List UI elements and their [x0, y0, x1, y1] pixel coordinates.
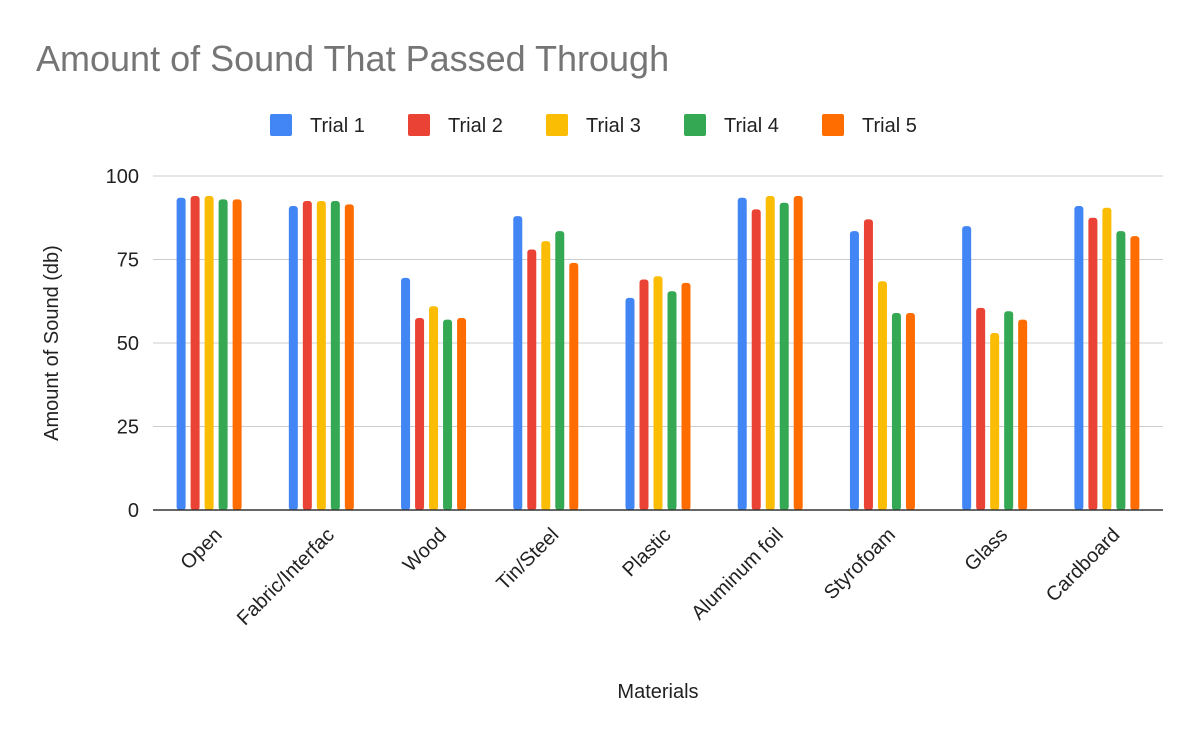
legend: Trial 1 Trial 2 Trial 3 Trial 4 Trial 5 [270, 114, 917, 137]
x-tick-label: Glass [960, 524, 1012, 576]
y-tick-label: 75 [117, 250, 139, 272]
bar-fabric-interfac-trial-1 [288, 206, 298, 510]
x-tick-label: Open [176, 524, 226, 574]
bar-fabric-interfac-trial-2 [302, 201, 312, 511]
bar-cardboard-trial-5 [1130, 236, 1140, 510]
x-tick-label: Plastic [618, 524, 675, 581]
bar-glass-trial-5 [1018, 319, 1028, 510]
bar-fabric-interfac-trial-3 [316, 201, 326, 511]
bar-plastic-trial-5 [681, 282, 691, 510]
bar-open-trial-1 [176, 197, 186, 510]
bar-wood-trial-2 [415, 317, 425, 510]
bar-aluminum-foil-trial-5 [793, 196, 803, 511]
legend-swatch-trial-1 [270, 114, 292, 136]
bar-glass-trial-1 [962, 226, 972, 510]
x-tick-label: Styrofoam [820, 524, 900, 604]
bar-styrofoam-trial-2 [863, 219, 873, 511]
bar-cardboard-trial-2 [1088, 217, 1098, 510]
y-tick-label: 0 [128, 500, 139, 522]
x-tick-label: Fabric/Interfac [233, 524, 339, 630]
legend-label-trial-1: Trial 1 [310, 115, 365, 137]
bar-styrofoam-trial-5 [905, 312, 915, 510]
legend-label-trial-2: Trial 2 [448, 115, 503, 137]
bar-glass-trial-2 [976, 307, 986, 510]
x-tick-label: Tin/Steel [492, 524, 563, 595]
bar-plastic-trial-4 [667, 291, 677, 510]
legend-swatch-trial-5 [822, 114, 844, 136]
x-axis-ticks: Open Fabric/Interfac Wood Tin/Steel Plastic A… [176, 524, 1124, 630]
bar-glass-trial-3 [990, 332, 1000, 510]
bar-tin-steel-trial-2 [527, 249, 537, 511]
y-tick-label: 100 [106, 166, 139, 188]
bar-aluminum-foil-trial-1 [737, 197, 747, 510]
bar-styrofoam-trial-4 [891, 312, 901, 510]
bar-styrofoam-trial-1 [849, 231, 859, 511]
bar-fabric-interfac-trial-4 [330, 201, 340, 511]
legend-label-trial-3: Trial 3 [586, 115, 641, 137]
bar-aluminum-foil-trial-3 [765, 196, 775, 511]
bar-fabric-interfac-trial-5 [344, 204, 354, 510]
bar-open-trial-4 [218, 199, 228, 510]
bar-cardboard-trial-4 [1116, 231, 1126, 511]
bar-tin-steel-trial-1 [513, 216, 523, 510]
chart-title: Amount of Sound That Passed Through [36, 38, 670, 79]
bar-wood-trial-1 [401, 277, 411, 510]
legend-swatch-trial-4 [684, 114, 706, 136]
bar-plastic-trial-3 [653, 276, 663, 510]
bar-wood-trial-4 [443, 319, 453, 510]
bar-open-trial-5 [232, 199, 242, 510]
bar-tin-steel-trial-5 [569, 262, 579, 510]
y-tick-label: 25 [117, 417, 139, 439]
y-tick-label: 50 [117, 333, 139, 355]
x-tick-label: Wood [399, 524, 451, 576]
bar-plastic-trial-2 [639, 279, 649, 510]
legend-label-trial-4: Trial 4 [724, 115, 779, 137]
legend-swatch-trial-2 [408, 114, 430, 136]
bar-aluminum-foil-trial-2 [751, 209, 761, 510]
y-axis-ticks: 0 25 50 75 100 [106, 166, 139, 522]
legend-label-trial-5: Trial 5 [862, 115, 917, 137]
bar-plastic-trial-1 [625, 297, 635, 510]
bar-tin-steel-trial-4 [555, 231, 565, 511]
legend-swatch-trial-3 [546, 114, 568, 136]
y-axis-title: Amount of Sound (db) [41, 245, 63, 441]
x-tick-label: Aluminum foil [687, 524, 787, 624]
bar-wood-trial-5 [457, 317, 467, 510]
bar-aluminum-foil-trial-4 [779, 202, 789, 510]
x-axis-title: Materials [617, 681, 698, 703]
bar-open-trial-3 [204, 196, 214, 511]
bar-styrofoam-trial-3 [877, 281, 887, 510]
bar-cardboard-trial-3 [1102, 207, 1112, 511]
bar-cardboard-trial-1 [1074, 206, 1084, 510]
bar-wood-trial-3 [429, 306, 439, 510]
x-tick-label: Cardboard [1042, 524, 1124, 606]
bar-open-trial-2 [190, 196, 200, 511]
bars [176, 196, 1140, 511]
bar-tin-steel-trial-3 [541, 241, 551, 510]
bar-glass-trial-4 [1004, 311, 1014, 510]
